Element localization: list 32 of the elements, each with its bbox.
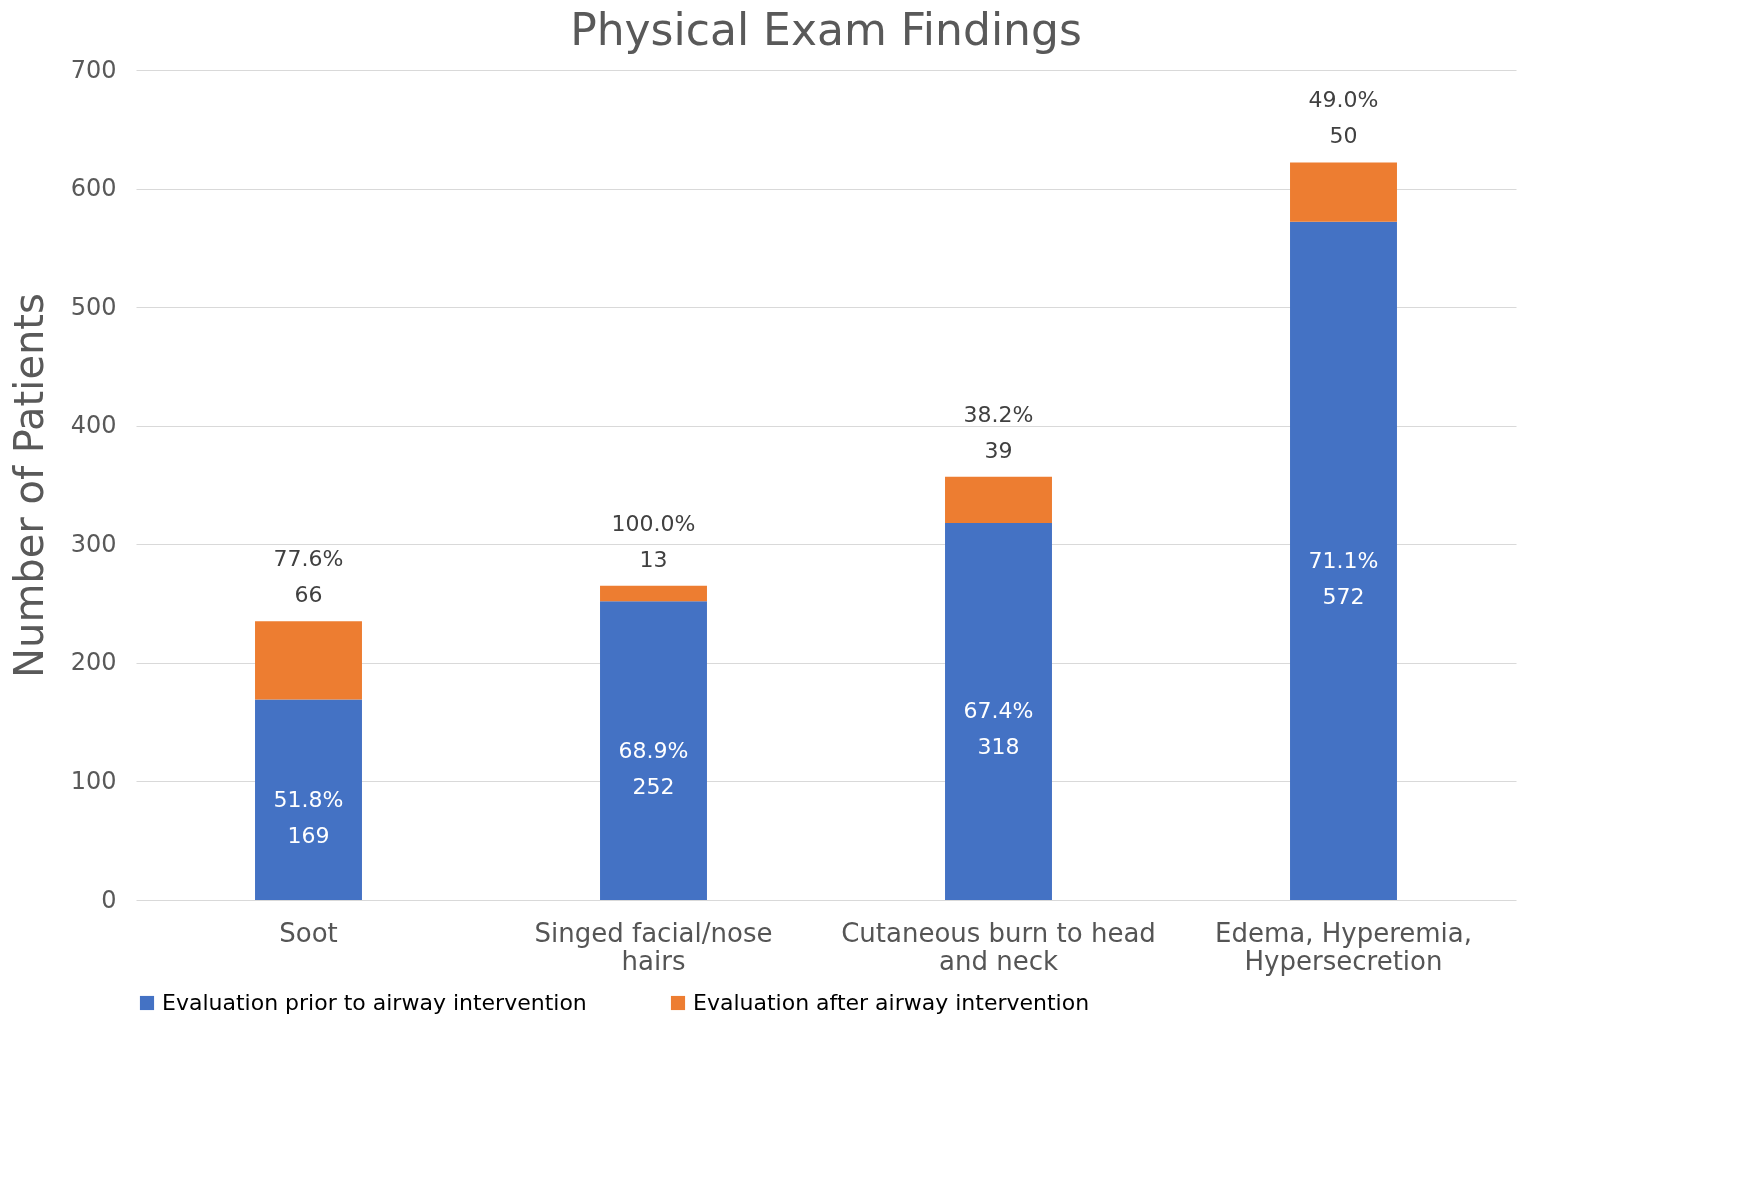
data-label: 38.2% 39	[963, 401, 1034, 463]
y-tick-label: 700	[70, 55, 117, 84]
bar	[255, 621, 362, 700]
y-tick-label: 500	[70, 292, 117, 321]
data-label: 51.8% 169	[273, 786, 344, 848]
data-label: 100.0% 13	[611, 510, 696, 572]
bar	[1290, 162, 1397, 222]
chart-title: Physical Exam Findings	[570, 4, 1082, 55]
bar	[1290, 221, 1397, 900]
x-tick-label: Singed facial/nose hairs	[534, 917, 773, 976]
x-tick-label: Cutaneous burn to head and neck	[841, 917, 1156, 976]
bar	[255, 699, 362, 900]
y-tick-label: 400	[70, 411, 117, 440]
y-tick-label: 0	[101, 885, 117, 914]
bar	[945, 476, 1052, 523]
bar	[600, 585, 707, 602]
y-axis-title: Number of Patients	[5, 293, 52, 678]
x-tick-label: Soot	[279, 917, 338, 948]
data-label: 71.1% 572	[1308, 547, 1379, 609]
bar	[945, 522, 1052, 900]
data-label: 49.0% 50	[1308, 87, 1379, 149]
legend-label: Evaluation prior to airway intervention	[162, 990, 587, 1015]
data-label: 77.6% 66	[273, 546, 344, 608]
x-tick-label: Edema, Hyperemia, Hypersecretion	[1214, 917, 1473, 976]
data-label: 68.9% 252	[618, 737, 689, 799]
bar	[600, 601, 707, 900]
data-label: 67.4% 318	[963, 698, 1034, 760]
legend-label: Evaluation after airway intervention	[693, 990, 1090, 1015]
y-tick-label: 300	[70, 529, 117, 558]
y-tick-label: 100	[70, 766, 117, 795]
y-tick-label: 600	[70, 174, 117, 203]
y-tick-label: 200	[70, 648, 117, 677]
